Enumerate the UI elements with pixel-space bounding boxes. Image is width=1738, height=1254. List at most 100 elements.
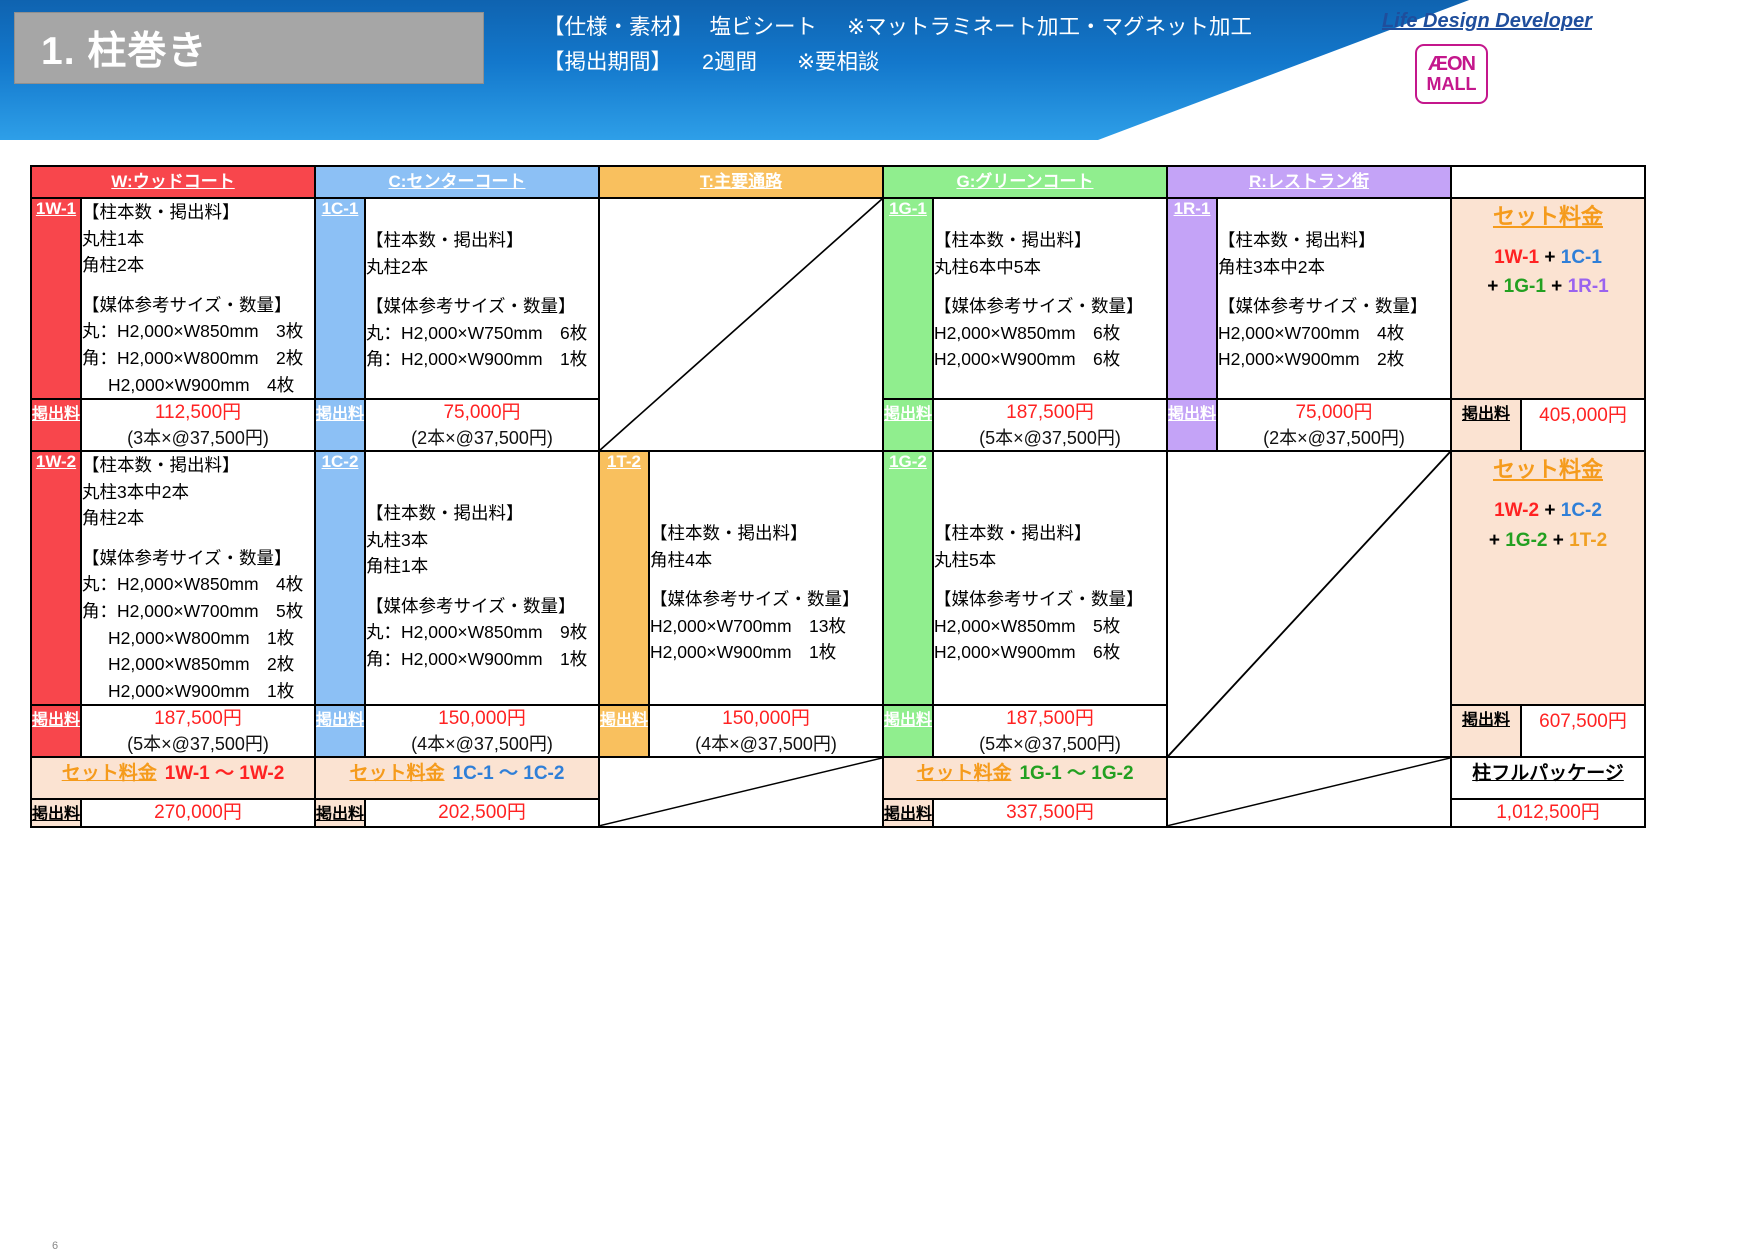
size-line: 角：H2,000×W800mm 2枚 [82,347,304,368]
code-1r-1[interactable]: 1R-1 [1166,196,1218,401]
summary-fee-label-c: 掲出料 [314,798,366,829]
fee-value-1r-1: 75,000円 (2本×@37,500円) [1216,398,1452,453]
count-heading: 【柱本数・掲出料】 [1218,230,1376,250]
size-line: H2,000×W900mm 6枚 [934,349,1121,370]
spec-period-value: 2週間 [702,49,757,74]
summary-bar-row: セット料金 1W-1 ～ 1W-2 セット料金 1C-1 ～ 1C-2 セット料金 1… [30,756,1646,829]
code-1w-2[interactable]: 1W-2 [30,450,82,707]
set-code-1t-2: 1T-2 [1569,529,1608,551]
count-line: 丸柱6本中5本 [934,256,1041,277]
column-header-g: G:グリーンコート [882,165,1168,199]
cell-1w-1-detail: 【柱本数・掲出料】 丸柱1本 角柱2本 【媒体参考サイズ・数量】 丸：H2,00… [80,196,316,401]
summary-fee-label-g: 掲出料 [882,798,934,829]
size-heading: 【媒体参考サイズ・数量】 [82,294,292,315]
size-line: H2,000×W900mm 1枚 [108,680,295,701]
code-1t-2[interactable]: 1T-2 [598,450,650,707]
fee-amount: 1,012,500円 [1496,802,1600,824]
fee-amount: 337,500円 [1006,802,1094,824]
count-line: 丸柱1本 [82,228,145,249]
fee-amount: 187,500円 [154,708,242,730]
cell-1c-2-detail: 【柱本数・掲出料】 丸柱3本 角柱1本 【媒体参考サイズ・数量】 丸：H2,00… [364,450,600,707]
spec-block: 【仕様・素材】 塩ビシート ※マットラミネート加工・マグネット加工 【掲出期間】 2週… [543,10,1252,80]
summary-bar-g: セット料金 1G-1 ～ 1G-2 [882,756,1168,801]
summary-range-c: 1C-1 ～ 1C-2 [452,763,565,785]
set-fee-total-row1: 405,000円 [1520,398,1646,453]
size-line: H2,000×W900mm 2枚 [1218,349,1405,370]
spec-period-label: 【掲出期間】 [543,49,673,74]
fee-label-1g-1: 掲出料 [882,398,934,453]
set-code-1r-1: 1R-1 [1567,276,1609,298]
cell-1t-2-detail: 【柱本数・掲出料】 角柱4本 【媒体参考サイズ・数量】 H2,000×W700m… [648,450,884,707]
set-price-combo-line2: + 1G-2 + 1T-2 [1452,526,1644,555]
size-heading: 【媒体参考サイズ・数量】 [366,595,576,616]
fee-calc: (4本×@37,500円) [695,734,837,755]
cell-1r-2-unavailable [1166,450,1452,759]
code-1c-2[interactable]: 1C-2 [314,450,366,707]
summary-bar-w: セット料金 1W-1 ～ 1W-2 [30,756,316,801]
count-line: 丸柱5本 [934,549,997,570]
plus-sign: + [1487,276,1499,298]
plus-sign: + [1551,276,1563,298]
row1-price: 掲出料 112,500円 (3本×@37,500円) 掲出料 75,000円 (… [30,398,1646,453]
column-header-r: R:レストラン街 [1166,165,1452,199]
rate-table-wrapper: W:ウッドコート C:センターコート T:主要通路 G:グリーンコート R:レス… [30,165,1646,829]
full-package-label: 柱フルパッケージ [1450,756,1646,801]
fee-calc: (5本×@37,500円) [979,734,1121,755]
fee-label-1w-2: 掲出料 [30,704,82,759]
fee-calc: (5本×@37,500円) [127,734,269,755]
fee-calc: (5本×@37,500円) [979,427,1121,448]
summary-fee-total-c: 202,500円 [364,798,600,829]
fee-label-1w-1: 掲出料 [30,398,82,453]
fee-calc: (2本×@37,500円) [411,427,553,448]
set-fee-label-row2: 掲出料 [1450,704,1522,759]
fee-amount: 112,500円 [154,402,242,424]
fee-value-1c-2: 150,000円 (4本×@37,500円) [364,704,600,759]
set-code-1c-2: 1C-2 [1560,500,1602,522]
column-header-w: W:ウッドコート [30,165,316,199]
code-1g-1[interactable]: 1G-1 [882,196,934,401]
set-price-box-row1: セット料金 1W-1 + 1C-1 + 1G-1 + 1R-1 [1450,196,1646,401]
fee-amount: 150,000円 [438,708,526,730]
size-line: H2,000×W900mm 4枚 [108,374,295,395]
fee-label-1g-2: 掲出料 [882,704,934,759]
count-heading: 【柱本数・掲出料】 [82,455,240,476]
summary-range-g: 1G-1 ～ 1G-2 [1019,763,1134,785]
fee-value-1w-1: 112,500円 (3本×@37,500円) [80,398,316,453]
fee-label-1c-2: 掲出料 [314,704,366,759]
count-line: 角柱2本 [82,508,145,529]
cell-1c-1-detail: 【柱本数・掲出料】 丸柱2本 【媒体参考サイズ・数量】 丸：H2,000×W75… [364,196,600,401]
count-heading: 【柱本数・掲出料】 [934,523,1092,544]
set-price-combo-line2: + 1G-1 + 1R-1 [1452,272,1644,301]
page-title: 1. 柱巻き [41,30,208,73]
spec-line-material: 【仕様・素材】 塩ビシート ※マットラミネート加工・マグネット加工 [543,10,1252,45]
aeon-mall-logo: ÆON MALL [1415,44,1488,104]
page-header: 1. 柱巻き 【仕様・素材】 塩ビシート ※マットラミネート加工・マグネット加工 【… [0,0,1738,140]
code-1c-1[interactable]: 1C-1 [314,196,366,401]
aeon-logo-line1: ÆON [1428,53,1476,76]
spec-material-value: 塩ビシート [709,15,818,39]
code-1w-1[interactable]: 1W-1 [30,196,82,401]
aeon-logo-line2: MALL [1426,74,1477,95]
summary-range-w: 1W-1 ～ 1W-2 [164,763,285,785]
summary-fee-total-g: 337,500円 [932,798,1168,829]
plus-sign: + [1544,247,1556,268]
count-line: 角柱3本中2本 [1218,256,1325,277]
rate-card-sheet: W:ウッドコート C:センターコート T:主要通路 G:グリーンコート R:レス… [0,140,1738,1254]
code-1g-2[interactable]: 1G-2 [882,450,934,707]
count-heading: 【柱本数・掲出料】 [366,230,524,250]
cell-1w-2-detail: 【柱本数・掲出料】 丸柱3本中2本 角柱2本 【媒体参考サイズ・数量】 丸：H2… [80,450,316,707]
page-number: 6 [52,1240,59,1252]
fee-label-1r-1: 掲出料 [1166,398,1218,453]
count-heading: 【柱本数・掲出料】 [82,202,240,222]
set-code-1c-1: 1C-1 [1560,247,1602,268]
size-line: 角：H2,000×W900mm 1枚 [366,649,588,670]
summary-label-c: セット料金 [349,763,445,785]
summary-price-row: 掲出料 270,000円 掲出料 202,500円 掲出料 337,500円 1… [30,798,1646,829]
set-fee-label-row1: 掲出料 [1450,398,1522,453]
page-title-box: 1. 柱巻き [14,12,484,84]
size-heading: 【媒体参考サイズ・数量】 [366,296,576,317]
set-code-1g-2: 1G-2 [1505,529,1548,551]
set-code-1g-1: 1G-1 [1503,276,1546,298]
fee-amount: 202,500円 [438,802,526,824]
size-heading: 【媒体参考サイズ・数量】 [650,589,860,610]
